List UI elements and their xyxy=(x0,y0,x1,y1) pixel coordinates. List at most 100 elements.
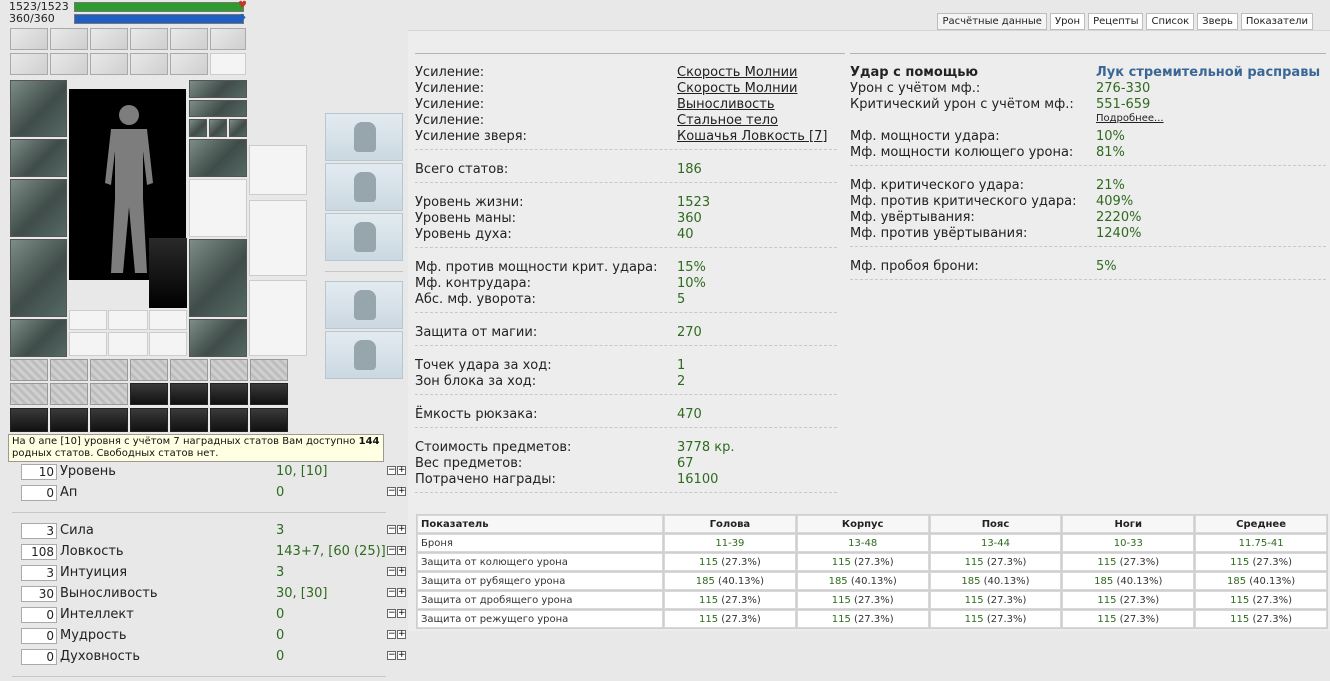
potion-slot[interactable] xyxy=(130,383,168,405)
tab-1[interactable]: Урон xyxy=(1049,13,1086,30)
tab-0[interactable]: Расчётные данные xyxy=(937,13,1047,30)
plus-button[interactable]: + xyxy=(397,629,406,639)
scroll-slot[interactable] xyxy=(170,28,208,50)
plus-button[interactable]: + xyxy=(397,608,406,618)
buff-link[interactable]: Скорость Молнии xyxy=(677,65,798,80)
potion-slot[interactable] xyxy=(90,408,128,432)
pet-action-button[interactable] xyxy=(325,213,403,261)
scroll-slot[interactable] xyxy=(130,53,168,75)
rune-slot[interactable] xyxy=(210,28,246,50)
scroll-slot[interactable] xyxy=(210,53,246,75)
gloves-slot[interactable] xyxy=(189,139,247,177)
potion-slot[interactable] xyxy=(10,408,48,432)
plus-button[interactable]: + xyxy=(397,566,406,576)
minus-button[interactable]: − xyxy=(387,650,396,660)
belt-item-slot[interactable] xyxy=(90,359,128,381)
scroll-slot[interactable] xyxy=(130,28,168,50)
boots-slot[interactable] xyxy=(189,319,247,357)
pet-equip-slot[interactable] xyxy=(108,310,148,330)
weapon-name[interactable]: Лук стремительной расправы xyxy=(1096,65,1321,80)
pet-equip-slot[interactable] xyxy=(149,310,187,330)
potion-slot[interactable] xyxy=(250,408,288,432)
belt-item-slot[interactable] xyxy=(50,383,88,405)
ring-slot[interactable] xyxy=(229,119,247,137)
stat-input[interactable]: 0 xyxy=(21,628,57,644)
details-link[interactable]: Подробнее... xyxy=(1096,113,1164,124)
tab-5[interactable]: Показатели xyxy=(1240,13,1313,30)
hands-action-button[interactable] xyxy=(325,163,403,211)
plus-button[interactable]: + xyxy=(397,587,406,597)
potion-slot[interactable] xyxy=(130,408,168,432)
minus-button[interactable]: − xyxy=(387,587,396,597)
weapon-bow-slot[interactable] xyxy=(10,179,67,237)
stat-input[interactable]: 0 xyxy=(21,649,57,665)
minus-button[interactable]: − xyxy=(387,629,396,639)
potion-slot[interactable] xyxy=(250,383,288,405)
belt-item-slot[interactable] xyxy=(10,383,48,405)
pet-equip-slot[interactable] xyxy=(69,332,107,356)
stat-input[interactable]: 3 xyxy=(21,523,57,539)
buff-link[interactable]: Выносливость xyxy=(677,97,775,112)
stance-action-button[interactable] xyxy=(325,281,403,329)
buff-link[interactable]: Скорость Молнии xyxy=(677,81,798,96)
potion-slot[interactable] xyxy=(170,383,208,405)
scroll-slot[interactable] xyxy=(90,53,128,75)
minus-button[interactable]: − xyxy=(387,486,396,496)
helmet-slot[interactable] xyxy=(10,80,67,137)
stance-action-button[interactable] xyxy=(325,331,403,379)
tab-2[interactable]: Рецепты xyxy=(1088,13,1144,30)
belt-item-slot[interactable] xyxy=(130,359,168,381)
pet-cat-portrait[interactable] xyxy=(149,238,187,308)
stat-input[interactable]: 0 xyxy=(21,485,57,501)
scroll-slot[interactable] xyxy=(170,53,208,75)
shirt-slot[interactable] xyxy=(249,200,307,276)
buff-link[interactable]: Кошачья Ловкость [7] xyxy=(677,129,828,144)
plus-button[interactable]: + xyxy=(397,545,406,555)
plus-button[interactable]: + xyxy=(397,465,406,475)
minus-button[interactable]: − xyxy=(387,524,396,534)
tab-4[interactable]: Зверь xyxy=(1197,13,1238,30)
belt-item-slot[interactable] xyxy=(170,359,208,381)
minus-button[interactable]: − xyxy=(387,566,396,576)
belt-item-slot[interactable] xyxy=(250,359,288,381)
potion-slot[interactable] xyxy=(170,408,208,432)
belt-item-slot[interactable] xyxy=(210,359,248,381)
pet-equip-slot[interactable] xyxy=(149,332,187,356)
plus-button[interactable]: + xyxy=(397,486,406,496)
stat-input[interactable]: 108 xyxy=(21,544,57,560)
potion-slot[interactable] xyxy=(210,408,248,432)
pants-slot[interactable] xyxy=(189,239,247,317)
pet-equip-slot[interactable] xyxy=(69,310,107,330)
pet-equip-slot[interactable] xyxy=(108,332,148,356)
cloak-slot[interactable] xyxy=(249,280,307,356)
belt-item-slot[interactable] xyxy=(10,359,48,381)
scroll-slot[interactable] xyxy=(90,28,128,50)
bracers-slot[interactable] xyxy=(10,139,67,177)
ring-slot[interactable] xyxy=(209,119,227,137)
amulet-slot[interactable] xyxy=(189,100,247,117)
wreath-slot[interactable] xyxy=(249,145,307,195)
stat-input[interactable]: 10 xyxy=(21,464,57,480)
potion-slot[interactable] xyxy=(50,408,88,432)
scroll-slot[interactable] xyxy=(10,53,48,75)
stat-input[interactable]: 0 xyxy=(21,607,57,623)
scroll-slot[interactable] xyxy=(50,53,88,75)
earring-slot[interactable] xyxy=(189,80,247,98)
potion-action-button[interactable] xyxy=(325,113,403,161)
scroll-slot[interactable] xyxy=(50,28,88,50)
stat-input[interactable]: 30 xyxy=(21,586,57,602)
buff-link[interactable]: Стальное тело xyxy=(677,113,779,128)
ring-slot[interactable] xyxy=(189,119,207,137)
potion-slot[interactable] xyxy=(210,383,248,405)
tab-3[interactable]: Список xyxy=(1146,13,1195,30)
belt-item-slot[interactable] xyxy=(50,359,88,381)
shield-slot[interactable] xyxy=(189,179,247,237)
stat-input[interactable]: 3 xyxy=(21,565,57,581)
scroll-slot[interactable] xyxy=(10,28,48,50)
belt-item-slot[interactable] xyxy=(90,383,128,405)
minus-button[interactable]: − xyxy=(387,545,396,555)
belt-slot[interactable] xyxy=(10,319,67,357)
minus-button[interactable]: − xyxy=(387,608,396,618)
armor-slot[interactable] xyxy=(10,239,67,317)
plus-button[interactable]: + xyxy=(397,524,406,534)
